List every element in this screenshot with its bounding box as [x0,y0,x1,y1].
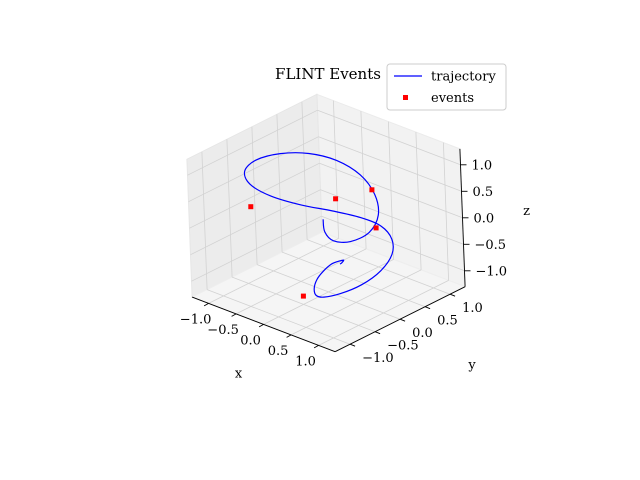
y-gridline-left-3 [276,114,283,253]
y-gridline-left-4 [301,101,308,240]
z-tick-label-3: 0.5 [473,185,494,200]
legend-trajectory-label: trajectory [431,70,496,85]
x-gridline-floor-3 [290,269,422,336]
series-events-marker-0 [369,187,375,193]
x-tick-label-2: 0.0 [240,333,261,348]
chart-title: FLINT Events [275,65,381,83]
legend-events-swatch [403,95,408,100]
z-tick-label-2: 0.0 [474,211,495,226]
x-tick-label-3: 0.5 [268,344,289,359]
x-tick-mark-3 [286,334,292,338]
z-gridline-back-3 [318,136,462,192]
y-gridline-floor-2 [256,264,401,320]
series-layer [243,152,394,299]
y-tick-mark-3 [424,306,431,310]
z-tick-label-0: −1.0 [476,264,508,279]
x-tick-mark-1 [231,313,237,317]
series-events-marker-1 [333,196,339,202]
y-tick-label-0: −1.0 [362,351,394,366]
legend-events-label: events [431,91,474,106]
y-tick-mark-1 [374,331,381,335]
tick-marks [203,164,471,349]
x-gridline-floor-4 [318,280,449,346]
y-tick-label-3: 0.5 [437,314,458,329]
x-gridline-back-3 [415,132,422,270]
y-tick-label-1: −0.5 [387,339,419,354]
y-tick-label-2: 0.0 [412,326,433,341]
x-tick-label-0: −1.0 [180,312,212,327]
y-tick-label-4: 1.0 [462,301,483,316]
z-gridline-left-4 [187,109,318,176]
x-axis-label: x [235,366,243,381]
z-axis-label: z [523,204,530,219]
grid-lines [187,100,465,346]
x-tick-mark-2 [258,324,264,328]
z-gridline-left-3 [188,136,319,203]
x-tick-mark-4 [313,345,319,349]
y-tick-mark-4 [449,293,456,297]
series-events-marker-3 [373,225,379,231]
y-gridline-floor-4 [306,239,451,295]
z-tick-label-1: −0.5 [475,238,507,253]
tick-labels: −1.0−1.0−1.0−0.5−0.5−0.50.0 0.00.00.50.50… [180,158,507,369]
x-tick-mark-0 [203,303,209,307]
z-gridline-back-4 [317,109,461,166]
series-events-marker-4 [300,293,306,299]
z-gridline-left-2 [189,162,320,229]
y-tick-mark-0 [349,343,356,347]
z-tick-label-4: 1.0 [472,158,493,173]
y-gridline-floor-3 [281,251,426,308]
y-axis-label: y [467,358,476,373]
z-gridline-back-2 [319,162,463,219]
series-trajectory-line [243,152,394,298]
x-tick-label-1: −0.5 [207,323,239,338]
y-tick-mark-2 [399,318,406,322]
legend: trajectory events [386,63,507,111]
x-tick-label-4: 1.0 [295,354,316,369]
series-events-marker-2 [248,204,254,210]
x-gridline-back-4 [443,142,449,281]
